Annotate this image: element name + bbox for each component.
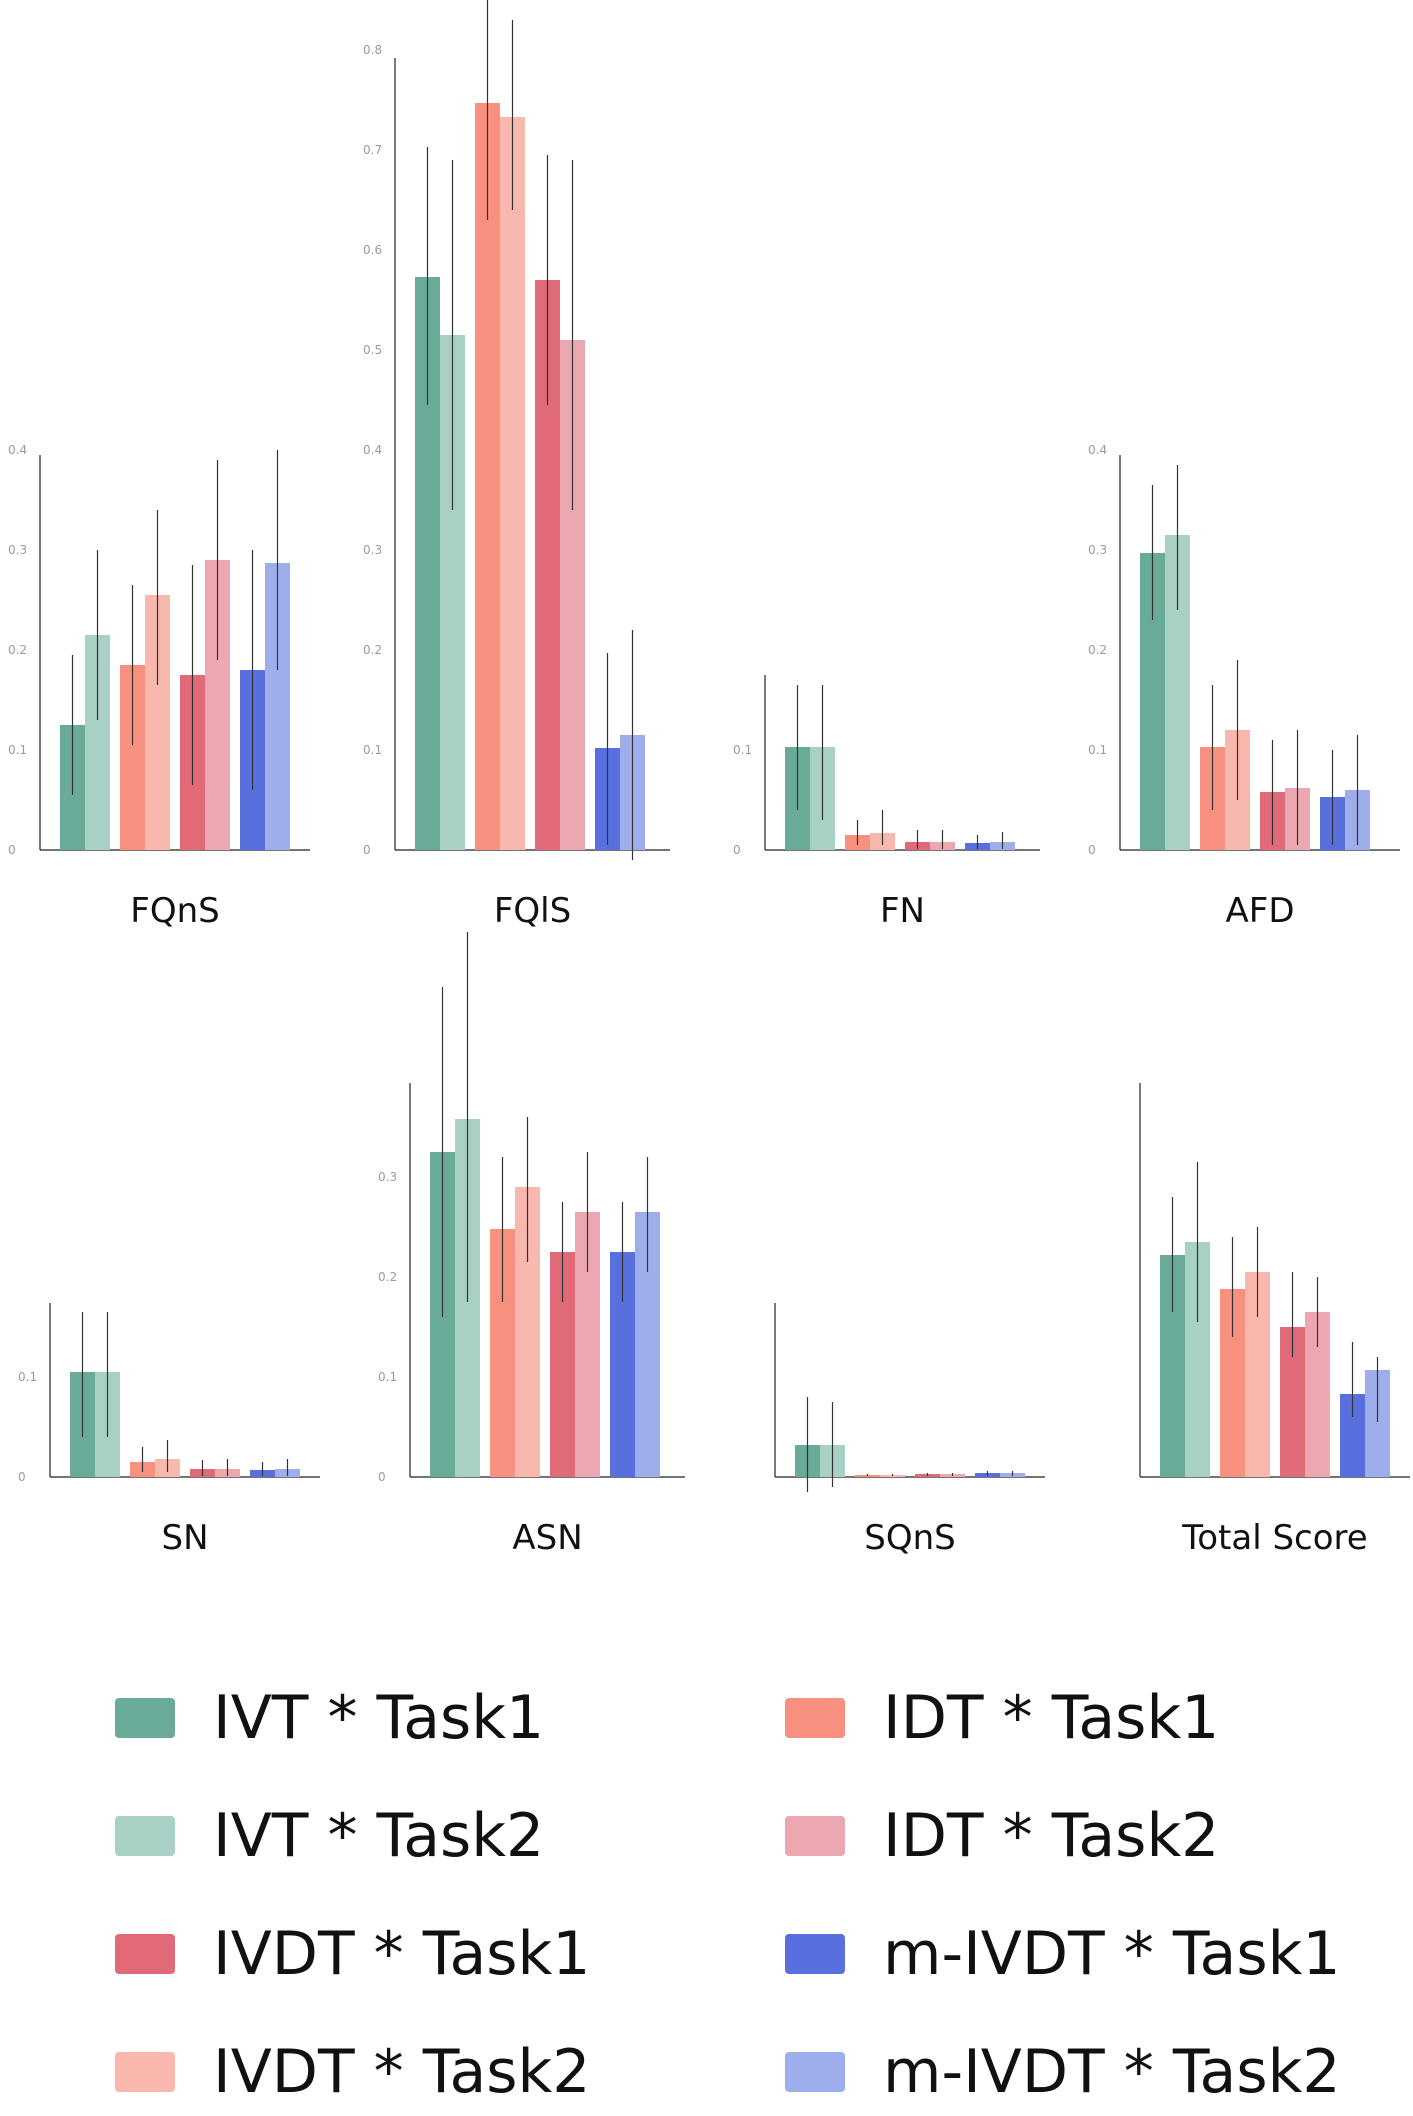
legend-item-ivdt-task2: IVDT * Task2 — [115, 2042, 590, 2102]
fn-panel-title: FN — [880, 891, 925, 931]
legend-item-idt-task2: IDT * Task2 — [785, 1806, 1219, 1866]
fn-tick-label: 0 — [733, 843, 741, 857]
legend-label-ivdt-task1: IVDT * Task1 — [213, 1919, 591, 1989]
afd-tick-label: 0 — [1088, 843, 1096, 857]
fqns-tick-label: 0 — [8, 843, 16, 857]
asn-tick-label: 0.3 — [378, 1170, 397, 1184]
fqls-tick-label: 0.2 — [363, 643, 382, 657]
fqls-bar-idt-x-task1 — [475, 103, 500, 850]
legend-swatch-mivdt-task1 — [785, 1934, 845, 1974]
sn-tick-label: 0.1 — [18, 1370, 37, 1384]
legend-label-ivdt-task2: IVDT * Task2 — [213, 2037, 591, 2107]
asn-tick-label: 0.1 — [378, 1370, 397, 1384]
afd-tick-label: 0.2 — [1088, 643, 1107, 657]
afd-panel-title: AFD — [1226, 891, 1295, 931]
legend-item-ivdt-task1: IVDT * Task1 — [115, 1924, 590, 1984]
fqls-tick-label: 0.5 — [363, 343, 382, 357]
fqls-tick-label: 0.1 — [363, 743, 382, 757]
fqns-tick-label: 0.3 — [8, 543, 27, 557]
sqns-panel-title: SQnS — [864, 1518, 955, 1558]
legend-item-mivdt-task2: m-IVDT * Task2 — [785, 2042, 1341, 2102]
legend-swatch-ivdt-task2 — [115, 2052, 175, 2092]
sn-tick-label: 0 — [18, 1470, 26, 1484]
legend-swatch-mivdt-task2 — [785, 2052, 845, 2092]
fqns-tick-label: 0.2 — [8, 643, 27, 657]
legend-swatch-idt-task2 — [785, 1816, 845, 1856]
legend-item-ivt-task2: IVT * Task2 — [115, 1806, 544, 1866]
legend-label-ivt-task1: IVT * Task1 — [213, 1683, 545, 1753]
legend-item-ivt-task1: IVT * Task1 — [115, 1688, 544, 1748]
legend-swatch-ivdt-task1 — [115, 1934, 175, 1974]
total-score-panel-title: Total Score — [1181, 1518, 1367, 1558]
legend-swatch-idt-task1 — [785, 1698, 845, 1738]
legend-label-idt-task1: IDT * Task1 — [883, 1683, 1220, 1753]
legend-item-mivdt-task1: m-IVDT * Task1 — [785, 1924, 1341, 1984]
sn-panel-title: SN — [161, 1518, 208, 1558]
fqls-tick-label: 0 — [363, 843, 371, 857]
asn-tick-label: 0.2 — [378, 1270, 397, 1284]
asn-panel-title: ASN — [512, 1518, 582, 1558]
fqls-bar-idt-x-task2 — [500, 117, 525, 850]
legend-label-idt-task2: IDT * Task2 — [883, 1801, 1220, 1871]
fqls-panel-title: FQlS — [494, 891, 571, 931]
legend-swatch-ivt-task2 — [115, 1816, 175, 1856]
legend-label-ivt-task2: IVT * Task2 — [213, 1801, 545, 1871]
fn-tick-label: 0.1 — [733, 743, 752, 757]
afd-tick-label: 0.1 — [1088, 743, 1107, 757]
legend-label-mivdt-task2: m-IVDT * Task2 — [883, 2037, 1341, 2107]
legend: IVT * Task1 IDT * Task1 IVT * Task2 IDT … — [0, 1640, 1413, 2110]
fqns-tick-label: 0.1 — [8, 743, 27, 757]
afd-tick-label: 0.3 — [1088, 543, 1107, 557]
legend-label-mivdt-task1: m-IVDT * Task1 — [883, 1919, 1341, 1989]
fqls-tick-label: 0.4 — [363, 443, 382, 457]
fqls-tick-label: 0.6 — [363, 243, 382, 257]
fqls-tick-label: 0.8 — [363, 43, 382, 57]
fqls-tick-label: 0.7 — [363, 143, 382, 157]
legend-swatch-ivt-task1 — [115, 1698, 175, 1738]
legend-item-idt-task1: IDT * Task1 — [785, 1688, 1219, 1748]
fqls-tick-label: 0.3 — [363, 543, 382, 557]
asn-tick-label: 0 — [378, 1470, 386, 1484]
fqns-panel-title: FQnS — [130, 891, 219, 931]
afd-tick-label: 0.4 — [1088, 443, 1107, 457]
fqns-tick-label: 0.4 — [8, 443, 27, 457]
